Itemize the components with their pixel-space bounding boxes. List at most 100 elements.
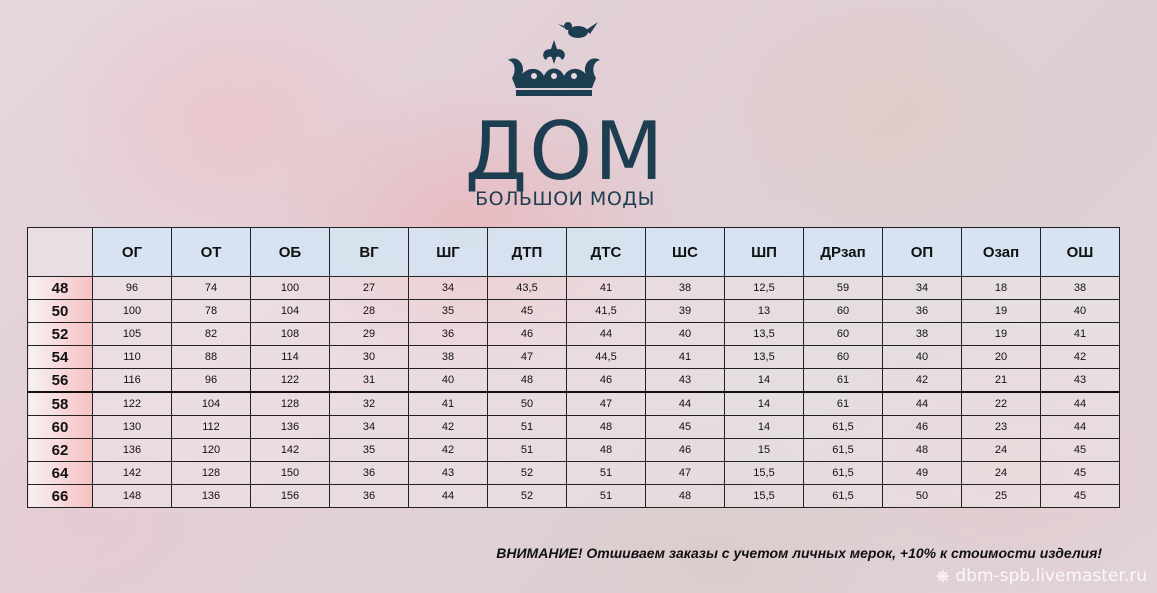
size-cell: 48 [27, 276, 93, 300]
measurement-cell: 44 [1040, 415, 1120, 439]
measurement-cell: 38 [408, 345, 488, 369]
measurement-cell: 130 [92, 415, 172, 439]
measurement-cell: 30 [329, 345, 409, 369]
column-header: ВГ [329, 227, 409, 277]
measurement-cell: 51 [487, 415, 567, 439]
measurement-cell: 104 [171, 391, 251, 416]
measurement-cell: 34 [329, 415, 409, 439]
column-header: ОШ [1040, 227, 1120, 277]
measurement-cell: 100 [92, 299, 172, 323]
measurement-cell: 44 [645, 391, 725, 416]
measurement-cell: 43 [408, 461, 488, 485]
size-cell: 64 [27, 461, 93, 485]
measurement-cell: 35 [408, 299, 488, 323]
snowflake-icon: ❋ [935, 566, 950, 586]
measurement-cell: 27 [329, 276, 409, 300]
measurement-cell: 61,5 [803, 438, 883, 462]
measurement-cell: 96 [92, 276, 172, 300]
measurement-cell: 40 [882, 345, 962, 369]
measurement-cell: 74 [171, 276, 251, 300]
measurement-cell: 45 [645, 415, 725, 439]
logo-title: ДОМ [464, 105, 666, 198]
measurement-cell: 38 [645, 276, 725, 300]
measurement-cell: 150 [250, 461, 330, 485]
measurement-cell: 44,5 [566, 345, 646, 369]
measurement-cell: 34 [408, 276, 488, 300]
measurement-cell: 15,5 [724, 461, 804, 485]
column-header: ШС [645, 227, 725, 277]
measurement-cell: 40 [645, 322, 725, 346]
measurement-cell: 61,5 [803, 461, 883, 485]
measurement-cell: 148 [92, 484, 172, 508]
notice-text: ВНИМАНИЕ! Отшиваем заказы с учетом личны… [496, 545, 1102, 561]
measurement-cell: 14 [724, 368, 804, 393]
table-row: 62 136 120 142 35 42 51 48 46 15 61,5 48 24 45 [27, 438, 1120, 462]
measurement-cell: 45 [1040, 484, 1120, 508]
measurement-cell: 13,5 [724, 345, 804, 369]
measurement-cell: 122 [92, 391, 172, 416]
table-row: 50 100 78 104 28 35 45 41,5 39 13 60 36 19 40 [27, 299, 1120, 323]
measurement-cell: 112 [171, 415, 251, 439]
measurement-cell: 39 [645, 299, 725, 323]
column-header: ОГ [92, 227, 172, 277]
watermark: ❋ dbm-spb.livemaster.ru [936, 566, 1147, 586]
measurement-cell: 36 [329, 484, 409, 508]
crown-bird-icon [508, 22, 600, 96]
measurement-cell: 110 [92, 345, 172, 369]
measurement-cell: 41,5 [566, 299, 646, 323]
size-cell: 58 [27, 391, 93, 416]
measurement-cell: 13,5 [724, 322, 804, 346]
measurement-cell: 114 [250, 345, 330, 369]
table-row: 58 122 104 128 32 41 50 47 44 14 61 44 22 44 [27, 391, 1120, 416]
measurement-cell: 156 [250, 484, 330, 508]
measurement-cell: 41 [408, 391, 488, 416]
measurement-cell: 50 [882, 484, 962, 508]
measurement-cell: 34 [882, 276, 962, 300]
measurement-cell: 41 [1040, 322, 1120, 346]
measurement-cell: 50 [487, 391, 567, 416]
measurement-cell: 31 [329, 368, 409, 393]
table-body: 48 96 74 100 27 34 43,5 41 38 12,5 59 34 18 38 50 100 78… [27, 276, 1120, 508]
measurement-cell: 15 [724, 438, 804, 462]
measurement-cell: 45 [1040, 438, 1120, 462]
size-cell: 56 [27, 368, 93, 393]
measurement-cell: 108 [250, 322, 330, 346]
measurement-cell: 136 [250, 415, 330, 439]
measurement-cell: 19 [961, 299, 1041, 323]
measurement-cell: 28 [329, 299, 409, 323]
size-cell: 54 [27, 345, 93, 369]
measurement-cell: 46 [487, 322, 567, 346]
measurement-cell: 104 [250, 299, 330, 323]
table-row: 60 130 112 136 34 42 51 48 45 14 61,5 46 23 44 [27, 415, 1120, 439]
measurement-cell: 52 [487, 461, 567, 485]
measurement-cell: 136 [92, 438, 172, 462]
measurement-cell: 43 [1040, 368, 1120, 393]
measurement-cell: 47 [566, 391, 646, 416]
measurement-cell: 44 [1040, 391, 1120, 416]
watermark-text: dbm-spb.livemaster.ru [955, 566, 1147, 586]
measurement-cell: 61 [803, 391, 883, 416]
measurement-cell: 51 [487, 438, 567, 462]
measurement-cell: 20 [961, 345, 1041, 369]
measurement-cell: 35 [329, 438, 409, 462]
column-header: ДТП [487, 227, 567, 277]
measurement-cell: 42 [408, 415, 488, 439]
measurement-cell: 128 [250, 391, 330, 416]
measurement-cell: 48 [487, 368, 567, 393]
measurement-cell: 13 [724, 299, 804, 323]
measurement-cell: 44 [566, 322, 646, 346]
measurement-cell: 48 [645, 484, 725, 508]
measurement-cell: 128 [171, 461, 251, 485]
column-header: ОП [882, 227, 962, 277]
measurement-cell: 19 [961, 322, 1041, 346]
measurement-cell: 21 [961, 368, 1041, 393]
size-chart-table: ОГ ОТ ОБ ВГ ШГ ДТП ДТС ШС ШП ДРзап ОП Оз… [27, 227, 1120, 508]
table-row: 64 142 128 150 36 43 52 51 47 15,5 61,5 49 24 45 [27, 461, 1120, 485]
table-row: 48 96 74 100 27 34 43,5 41 38 12,5 59 34 18 38 [27, 276, 1120, 300]
measurement-cell: 36 [329, 461, 409, 485]
size-cell: 66 [27, 484, 93, 508]
measurement-cell: 61 [803, 368, 883, 393]
measurement-cell: 36 [408, 322, 488, 346]
measurement-cell: 14 [724, 391, 804, 416]
measurement-cell: 61,5 [803, 415, 883, 439]
